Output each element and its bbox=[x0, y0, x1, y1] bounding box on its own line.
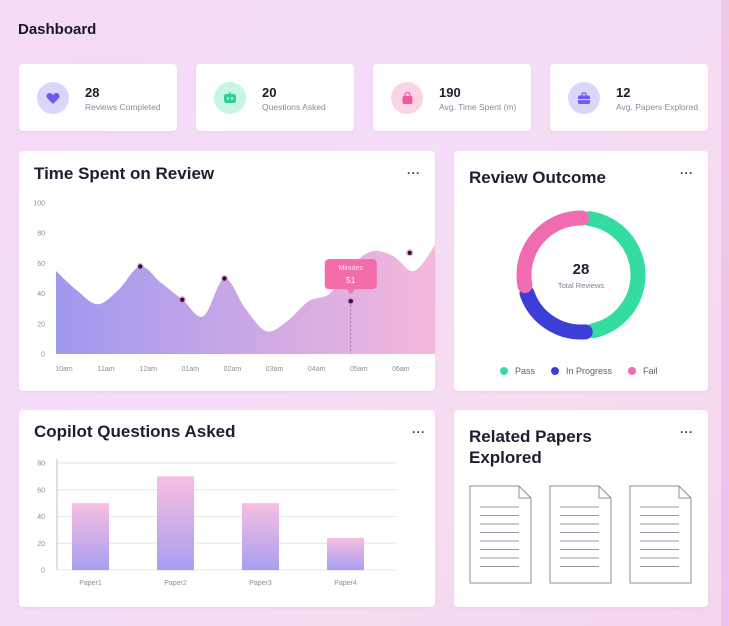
panel-title-line: Related Papers bbox=[469, 427, 592, 446]
stat-label: Avg. Papers Explored bbox=[616, 102, 699, 112]
donut-legend: Pass In Progress Fail bbox=[500, 366, 674, 376]
panel-title-line: Explored bbox=[469, 448, 542, 467]
y-tick-label: 0 bbox=[41, 352, 45, 359]
window-edge bbox=[721, 0, 729, 626]
tooltip-title: Minutes bbox=[339, 265, 364, 272]
stat-card-avg-time-spent[interactable]: 190 Avg. Time Spent (m) bbox=[373, 64, 531, 131]
more-options-button[interactable]: ··· bbox=[680, 166, 694, 180]
more-options-button[interactable]: ··· bbox=[407, 166, 421, 180]
y-tick-label: 60 bbox=[37, 487, 45, 494]
legend-label: In Progress bbox=[566, 366, 613, 376]
x-tick-label: 05am bbox=[350, 366, 368, 373]
bar bbox=[242, 503, 279, 570]
legend-item-pass: Pass bbox=[500, 366, 535, 376]
y-tick-label: 60 bbox=[37, 261, 45, 268]
x-tick-label: 10am bbox=[55, 366, 73, 373]
stat-label: Avg. Time Spent (m) bbox=[439, 102, 517, 112]
x-tick-label: Paper1 bbox=[79, 580, 102, 587]
x-tick-label: 02am bbox=[224, 366, 242, 373]
more-options-button[interactable]: ··· bbox=[680, 425, 694, 439]
panel-title: Time Spent on Review bbox=[34, 164, 215, 183]
more-options-button[interactable]: ··· bbox=[412, 425, 426, 439]
review-outcome-donut-chart bbox=[516, 210, 646, 340]
data-point bbox=[180, 297, 185, 302]
x-tick-label: 11am bbox=[98, 366, 115, 373]
data-point bbox=[348, 298, 353, 304]
chat-bot-icon bbox=[214, 82, 246, 114]
stat-value: 190 bbox=[439, 85, 461, 100]
stat-card-reviews-completed[interactable]: 28 Reviews Completed bbox=[19, 64, 177, 131]
page-title: Dashboard bbox=[18, 21, 97, 38]
time-spent-area-chart: 0 20 40 60 80 100 10am 11am 12am 01am 02am 03am 04am… bbox=[33, 201, 435, 373]
data-point bbox=[138, 264, 143, 269]
briefcase-icon bbox=[568, 82, 600, 114]
y-tick-label: 40 bbox=[37, 291, 45, 298]
y-tick-label: 20 bbox=[37, 321, 45, 328]
donut-slice-fail bbox=[516, 210, 590, 294]
tooltip-pointer bbox=[346, 289, 355, 295]
stat-value: 12 bbox=[616, 85, 631, 100]
questions-bar-chart: 0 20 40 60 80 Paper1 Paper2 Paper3 Paper4 bbox=[37, 459, 397, 587]
stat-label: Reviews Completed bbox=[85, 102, 161, 112]
x-tick-label: 12am bbox=[139, 366, 157, 373]
document-icon[interactable] bbox=[629, 485, 693, 590]
related-papers-panel: Related Papers Explored ··· bbox=[454, 410, 708, 607]
legend-item-in-progress: In Progress bbox=[551, 366, 612, 376]
data-point bbox=[407, 250, 412, 256]
y-tick-label: 20 bbox=[37, 541, 45, 548]
questions-asked-panel: Copilot Questions Asked ··· 0 20 40 60 80 Pap… bbox=[19, 410, 435, 607]
review-outcome-panel: Review Outcome ··· 28 Total Reviews Pass… bbox=[454, 151, 708, 391]
x-tick-label: Paper2 bbox=[164, 580, 187, 587]
data-point bbox=[222, 276, 227, 281]
x-tick-label: 03am bbox=[266, 366, 284, 373]
donut-slice-pass bbox=[582, 211, 646, 339]
bar bbox=[157, 476, 194, 570]
panel-title: Review Outcome bbox=[469, 168, 606, 187]
heart-icon bbox=[37, 82, 69, 114]
document-icon[interactable] bbox=[469, 485, 533, 590]
x-tick-label: 06am bbox=[392, 366, 410, 373]
time-spent-panel: Time Spent on Review ··· 0 20 40 60 80 100 10a… bbox=[19, 151, 435, 391]
donut-center-label: Total Reviews bbox=[557, 281, 605, 290]
tooltip-value: 51 bbox=[346, 275, 356, 285]
legend-item-fail: Fail bbox=[628, 366, 658, 376]
y-tick-label: 100 bbox=[33, 201, 45, 208]
legend-label: Pass bbox=[515, 366, 536, 376]
panel-title: Related Papers Explored bbox=[469, 426, 592, 468]
bar bbox=[72, 503, 109, 570]
document-icon[interactable] bbox=[549, 485, 613, 590]
stat-value: 20 bbox=[262, 85, 277, 100]
x-tick-label: Paper4 bbox=[334, 580, 357, 587]
x-tick-label: 01am bbox=[182, 366, 200, 373]
legend-dot bbox=[500, 367, 508, 375]
bar bbox=[327, 537, 364, 570]
x-tick-label: Paper3 bbox=[249, 580, 272, 587]
legend-label: Fail bbox=[643, 366, 658, 376]
legend-dot bbox=[551, 367, 560, 375]
panel-title: Copilot Questions Asked bbox=[34, 422, 236, 441]
tooltip-box bbox=[324, 259, 377, 290]
stat-card-questions-asked[interactable]: 20 Questions Asked bbox=[196, 64, 354, 131]
stat-card-avg-papers-explored[interactable]: 12 Avg. Papers Explored bbox=[550, 64, 708, 131]
y-tick-label: 40 bbox=[37, 514, 45, 521]
donut-slice-in-progress bbox=[519, 285, 593, 340]
legend-dot bbox=[628, 367, 637, 375]
y-tick-label: 80 bbox=[37, 461, 45, 468]
stat-value: 28 bbox=[85, 85, 100, 100]
donut-center-value: 28 bbox=[572, 261, 590, 278]
y-tick-label: 0 bbox=[41, 568, 45, 575]
x-tick-label: 04am bbox=[308, 366, 326, 373]
stat-label: Questions Asked bbox=[262, 102, 326, 112]
bag-icon bbox=[391, 82, 423, 114]
area-series bbox=[56, 245, 435, 354]
y-tick-label: 80 bbox=[37, 231, 45, 238]
